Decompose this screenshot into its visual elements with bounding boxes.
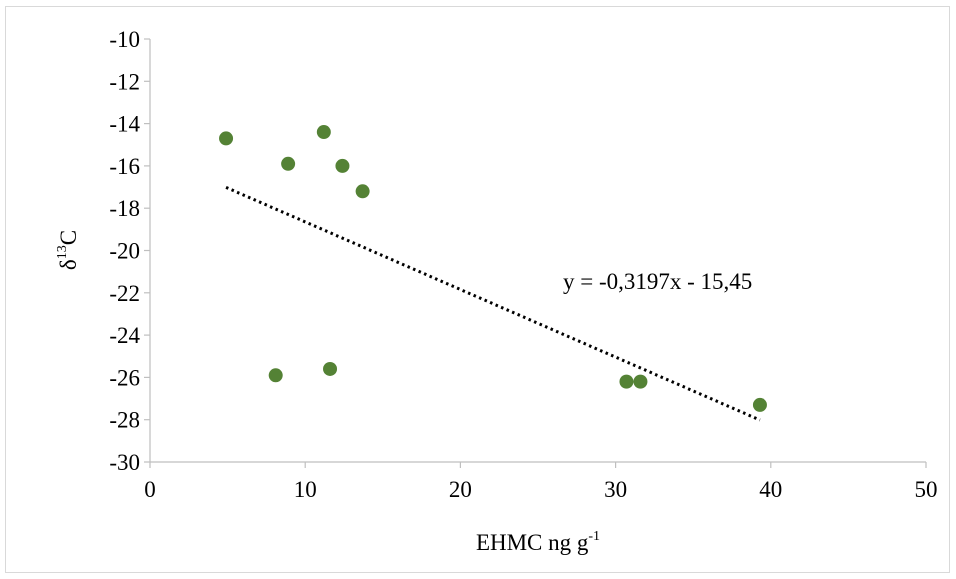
data-point xyxy=(323,361,338,376)
y-tick-label: -28 xyxy=(109,408,140,433)
y-tick-label: -16 xyxy=(109,154,140,179)
data-point xyxy=(268,368,283,383)
scatter-chart: -10 -12 -14 -16 -18 -20 -22 -24 -26 -28 -300 10 20 30… xyxy=(55,27,938,555)
axes xyxy=(149,39,926,463)
y-axis-title-sup: 13 xyxy=(55,245,70,259)
trendline-equation: y = -0,3197x - 15,45 xyxy=(563,269,752,294)
y-tick-label: -12 xyxy=(109,69,140,94)
data-point xyxy=(619,374,634,389)
y-tick-label: -20 xyxy=(109,239,140,264)
y-tick-label: -18 xyxy=(109,196,140,221)
x-axis-title: EHMC ng g-1 xyxy=(476,529,600,555)
data-point xyxy=(633,374,648,389)
tick-labels: -10 -12 -14 -16 -18 -20 -22 -24 -26 -28 -300 10 20 30… xyxy=(109,27,937,502)
data-point xyxy=(335,158,350,173)
y-axis-title-tail: C xyxy=(56,230,81,245)
y-tick-label: -22 xyxy=(109,281,140,306)
data-point xyxy=(281,156,296,171)
x-axis-title-sup: -1 xyxy=(588,529,600,544)
x-tick-label: 30 xyxy=(604,477,627,502)
x-tick-label: 20 xyxy=(449,477,472,502)
x-axis-title-main: EHMC ng g xyxy=(476,530,589,555)
y-tick-label: -30 xyxy=(109,450,140,475)
data-point xyxy=(316,125,331,140)
chart-frame: -10 -12 -14 -16 -18 -20 -22 -24 -26 -28 -30 0 10 20 30… xyxy=(5,6,950,573)
trendline-group xyxy=(225,186,761,422)
data-point xyxy=(752,397,767,412)
y-tick-label: -26 xyxy=(109,365,140,390)
y-axis-title: δ13C xyxy=(55,230,81,270)
data-point xyxy=(219,131,234,146)
y-tick-label: -10 xyxy=(109,27,140,52)
y-tick-label: -24 xyxy=(109,323,140,348)
y-axis-title-main: δ xyxy=(56,259,81,270)
y-tick-label: -14 xyxy=(109,112,140,137)
data-points xyxy=(219,125,767,412)
data-point xyxy=(355,184,370,199)
trendline xyxy=(225,186,761,422)
x-tick-label: 50 xyxy=(915,477,938,502)
x-tick-label: 10 xyxy=(294,477,317,502)
x-tick-label: 0 xyxy=(144,477,156,502)
x-tick-label: 40 xyxy=(759,477,782,502)
